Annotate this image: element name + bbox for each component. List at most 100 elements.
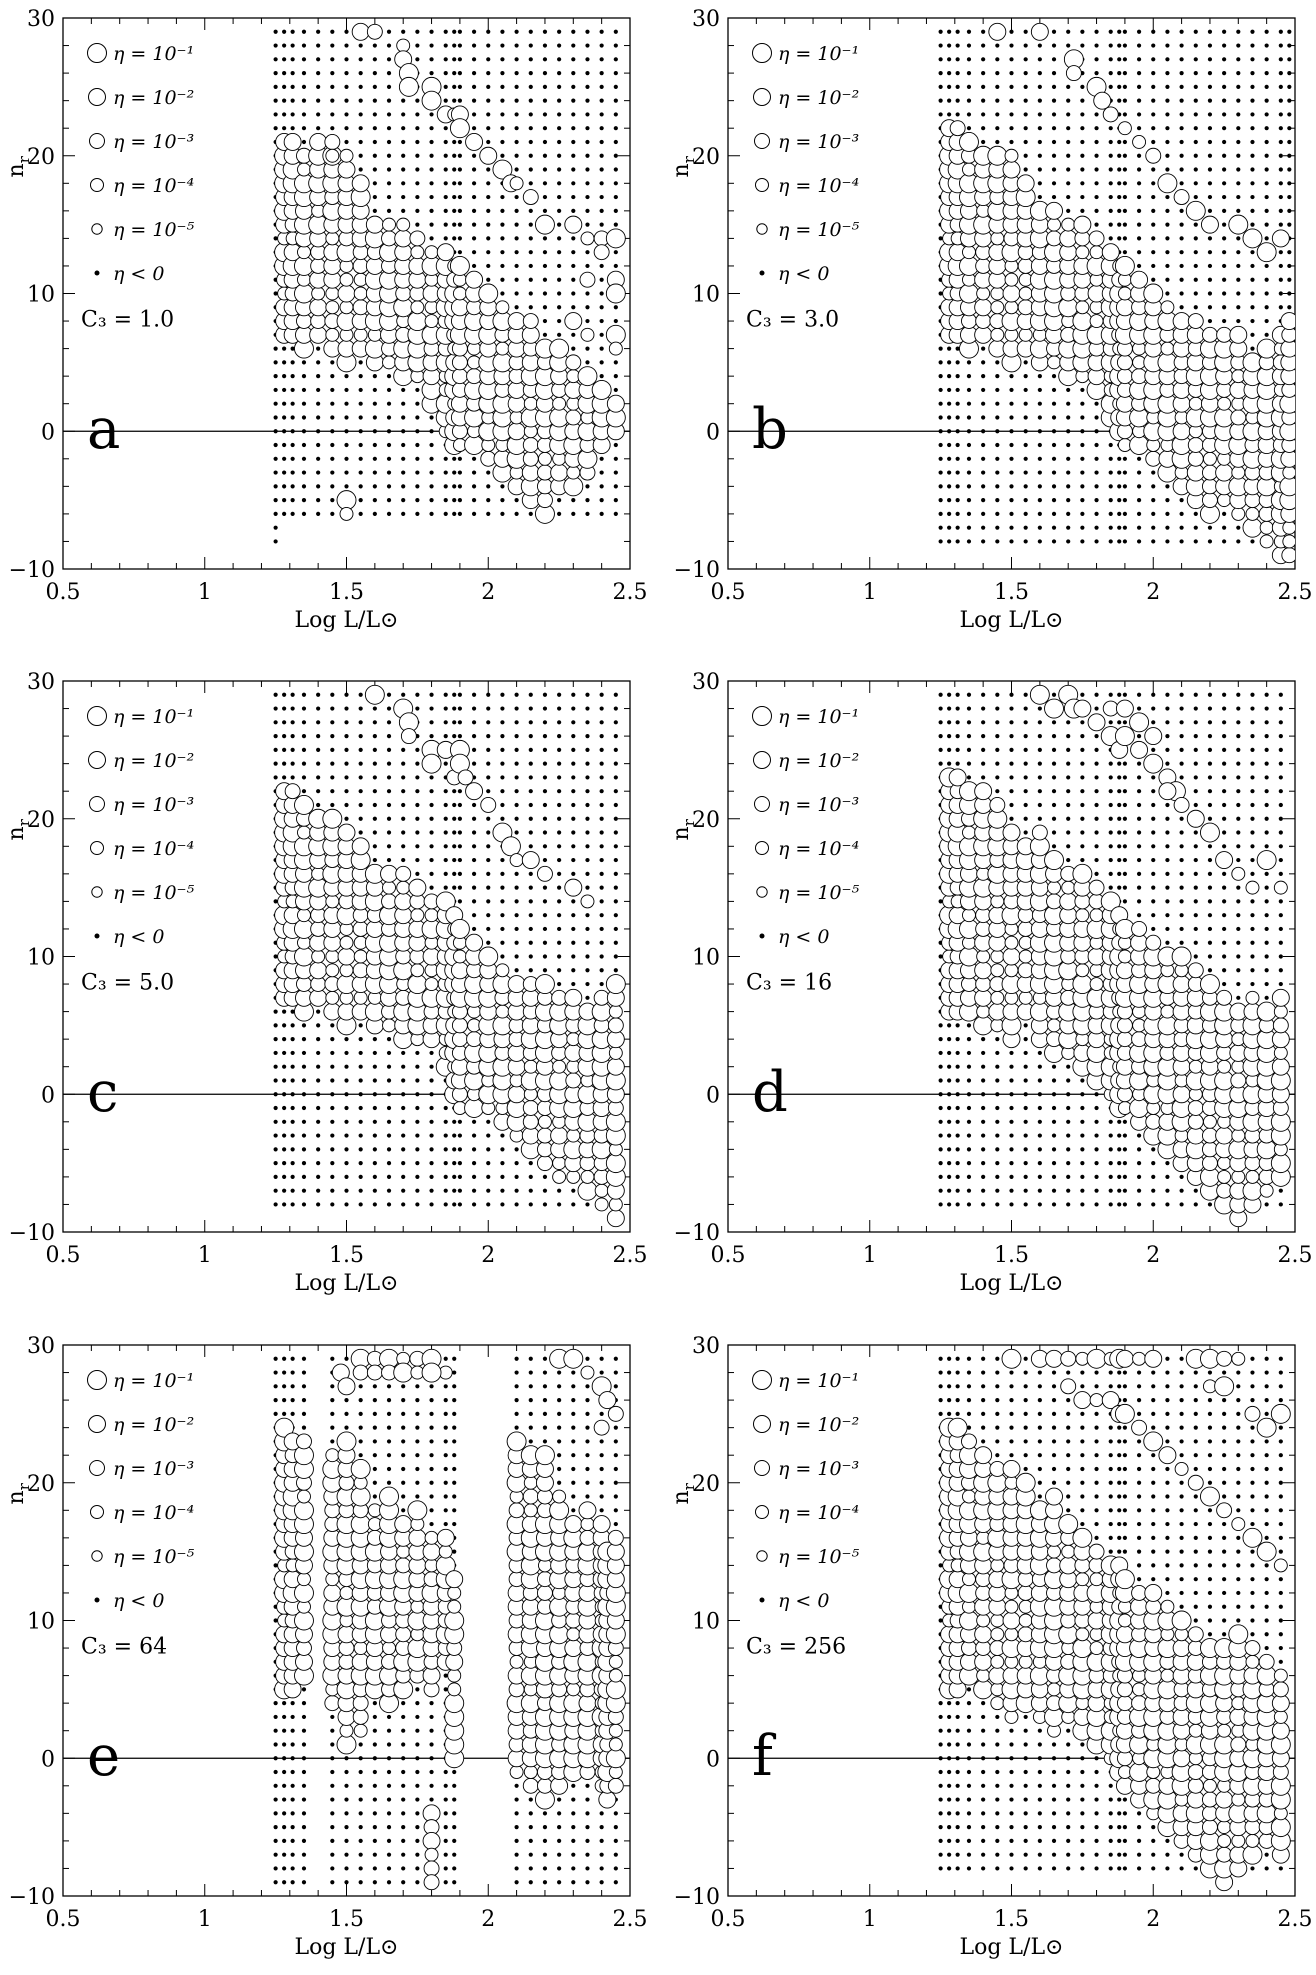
point-eta-negative (1165, 236, 1169, 240)
point-eta-negative (429, 181, 433, 185)
point-eta-negative (543, 748, 547, 752)
point-eta-negative (1265, 319, 1269, 323)
legend-label: η = 10⁻¹ (778, 43, 859, 65)
point-eta-negative (939, 470, 943, 474)
point-eta-negative (1038, 1051, 1042, 1055)
point-eta-negative (401, 181, 405, 185)
point-eta-positive (553, 1060, 566, 1073)
point-eta-positive (607, 1210, 624, 1227)
point-eta-negative (486, 236, 490, 240)
point-eta-negative (956, 1051, 960, 1055)
point-eta-positive (425, 909, 438, 922)
point-eta-negative (486, 762, 490, 766)
point-eta-negative (291, 1161, 295, 1165)
point-eta-negative (967, 1133, 971, 1137)
point-eta-negative (500, 941, 504, 945)
point-eta-negative (1009, 402, 1013, 406)
point-eta-negative (282, 374, 286, 378)
point-eta-negative (956, 30, 960, 34)
point-eta-negative (387, 154, 391, 158)
point-eta-positive (989, 23, 1006, 40)
point-eta-negative (515, 195, 519, 199)
point-eta-negative (344, 1202, 348, 1206)
point-eta-negative (1038, 167, 1042, 171)
point-eta-negative (1117, 167, 1121, 171)
point-eta-positive (465, 1099, 484, 1118)
point-eta-negative (1137, 57, 1141, 61)
point-eta-negative (981, 1106, 985, 1110)
point-eta-negative (1180, 264, 1184, 268)
x-axis-label: Log L/L⊙ (295, 608, 399, 633)
point-eta-positive (551, 1127, 568, 1144)
point-eta-negative (1009, 1065, 1013, 1069)
point-eta-negative (1117, 181, 1121, 185)
legend-symbol-circle (92, 224, 102, 234)
point-eta-negative (947, 1175, 951, 1179)
point-eta-negative (585, 154, 589, 158)
point-eta-negative (600, 223, 604, 227)
point-eta-negative (515, 57, 519, 61)
point-eta-negative (1180, 71, 1184, 75)
point-eta-negative (1066, 443, 1070, 447)
point-eta-negative (1123, 140, 1127, 144)
point-eta-negative (452, 706, 456, 710)
point-eta-negative (302, 789, 306, 793)
point-eta-negative (1109, 498, 1113, 502)
point-eta-negative (995, 1106, 999, 1110)
point-eta-negative (1094, 181, 1098, 185)
point-eta-positive (1031, 23, 1048, 40)
y-axis-label: nr (669, 818, 698, 840)
point-eta-negative (472, 126, 476, 130)
point-eta-negative (995, 374, 999, 378)
point-eta-negative (1038, 443, 1042, 447)
point-eta-positive (1118, 287, 1131, 300)
point-eta-negative (1222, 43, 1226, 47)
point-eta-negative (981, 1133, 985, 1137)
point-eta-negative (1009, 443, 1013, 447)
point-eta-negative (282, 1175, 286, 1179)
point-eta-negative (529, 43, 533, 47)
point-eta-negative (995, 99, 999, 103)
point-eta-negative (373, 1051, 377, 1055)
point-eta-negative (282, 470, 286, 474)
point-eta-negative (472, 264, 476, 268)
point-eta-negative (1009, 720, 1013, 724)
point-eta-negative (330, 720, 334, 724)
point-eta-negative (1236, 43, 1240, 47)
point-eta-positive (538, 1115, 551, 1128)
point-eta-negative (458, 1189, 462, 1193)
point-eta-positive (451, 299, 468, 316)
point-eta-negative (316, 415, 320, 419)
point-eta-negative (543, 693, 547, 697)
point-eta-negative (316, 30, 320, 34)
point-eta-negative (515, 817, 519, 821)
point-eta-negative (415, 415, 419, 419)
point-eta-negative (939, 954, 943, 958)
point-eta-negative (401, 830, 405, 834)
point-eta-negative (947, 1023, 951, 1027)
point-eta-negative (1024, 140, 1028, 144)
point-eta-negative (291, 498, 295, 502)
point-eta-negative (585, 803, 589, 807)
point-eta-positive (466, 133, 483, 150)
point-eta-negative (1250, 57, 1254, 61)
point-eta-negative (373, 512, 377, 516)
point-eta-negative (458, 181, 462, 185)
point-eta-negative (316, 734, 320, 738)
point-eta-negative (373, 140, 377, 144)
point-eta-negative (1250, 278, 1254, 282)
point-eta-positive (354, 287, 367, 300)
point-eta-negative (571, 844, 575, 848)
point-eta-positive (422, 91, 441, 110)
point-eta-negative (1279, 181, 1283, 185)
point-eta-negative (282, 720, 286, 724)
y-axis-label: nr (4, 155, 33, 177)
point-eta-negative (571, 899, 575, 903)
point-eta-negative (387, 71, 391, 75)
point-eta-negative (415, 195, 419, 199)
point-eta-negative (1137, 43, 1141, 47)
point-eta-negative (967, 126, 971, 130)
point-eta-negative (344, 470, 348, 474)
point-eta-negative (995, 539, 999, 543)
y-tick-label: −10 (674, 558, 720, 583)
